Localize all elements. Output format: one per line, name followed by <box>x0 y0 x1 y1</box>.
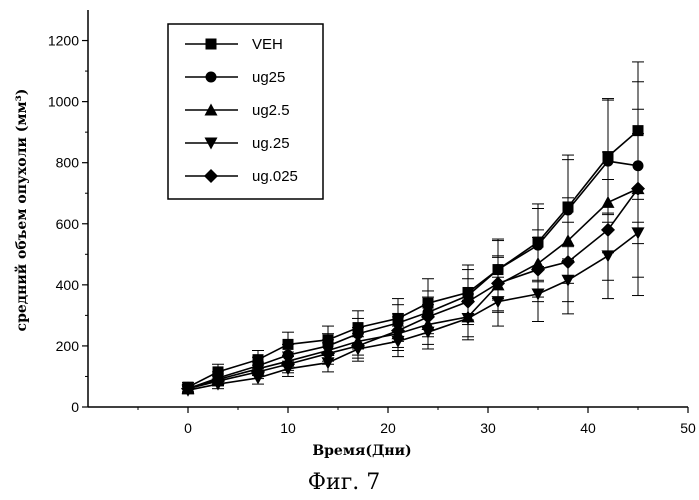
axes: 0 10 20 30 40 50 0 200 400 600 800 1000 1200 <box>48 10 696 436</box>
x-axis-title: Время(Дни) <box>312 443 411 459</box>
x-tick-label: 40 <box>580 420 596 436</box>
figure-caption: Фиг. 7 <box>308 470 380 495</box>
legend-label: ug2.5 <box>252 102 290 119</box>
x-tick-label: 30 <box>480 420 496 436</box>
legend-marker <box>206 39 217 50</box>
y-tick-label: 800 <box>56 155 80 171</box>
series-ug.25 <box>182 189 645 397</box>
legend-label: ug.025 <box>252 168 298 185</box>
y-tick-label: 400 <box>56 277 80 293</box>
x-tick-label: 0 <box>184 420 192 436</box>
legend-label: ug25 <box>252 69 285 86</box>
y-tick-label: 600 <box>56 216 80 232</box>
legend: VEH ug25 ug2.5 ug.25 ug.025 <box>168 24 323 199</box>
legend-label: VEH <box>252 36 283 53</box>
y-tick-label: 1200 <box>48 33 79 49</box>
x-tick-label: 10 <box>280 420 296 436</box>
y-tick-label: 1000 <box>48 94 79 110</box>
y-tick-label: 200 <box>56 338 80 354</box>
y-tick-label: 0 <box>71 399 79 415</box>
data-point <box>531 263 545 277</box>
legend-marker <box>206 72 217 83</box>
x-tick-label: 50 <box>680 420 696 436</box>
x-tick-label: 20 <box>380 420 396 436</box>
legend-label: ug.25 <box>252 135 290 152</box>
y-axis-title: средний объем опухоли (мм³) <box>13 89 30 332</box>
legend-box <box>168 24 323 199</box>
